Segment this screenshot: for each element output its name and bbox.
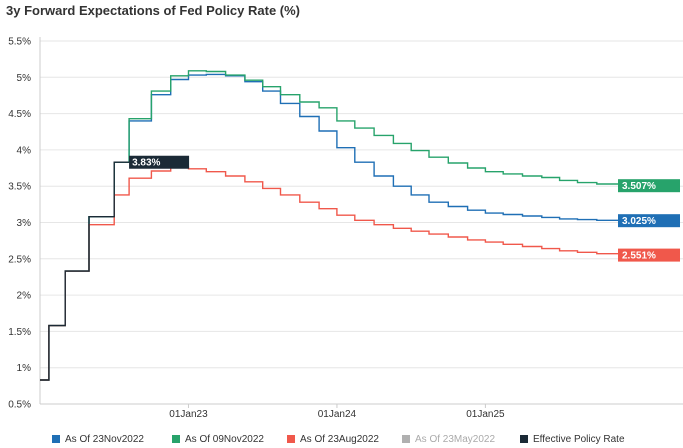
- series-lines: [40, 70, 623, 381]
- gridlines: [40, 40, 683, 405]
- end-label-bg-as-of-23aug2022: [618, 248, 680, 262]
- legend-item-as-of-23may2022[interactable]: As Of 23May2022: [402, 434, 495, 445]
- legend-label: As Of 23May2022: [415, 434, 496, 445]
- y-tick-label: 5%: [17, 73, 32, 84]
- legend: As Of 23Nov2022 As Of 09Nov2022 As Of 23Au…: [0, 432, 683, 448]
- x-tick-label: 01Jan23: [169, 409, 208, 420]
- legend-swatch: [520, 435, 528, 443]
- y-tick-label: 2%: [17, 291, 32, 302]
- legend-item-effective-policy-rate[interactable]: Effective Policy Rate: [520, 434, 625, 445]
- end-labels: 3.025% 3.507% 2.551% 3.83%: [129, 155, 680, 262]
- legend-label: Effective Policy Rate: [533, 434, 625, 445]
- legend-item-as-of-09nov2022[interactable]: As Of 09Nov2022: [172, 434, 264, 445]
- legend-label: As Of 09Nov2022: [185, 434, 264, 445]
- x-tick-label: 01Jan25: [466, 409, 505, 420]
- legend-label: As Of 23Aug2022: [300, 434, 379, 445]
- y-tick-label: 3%: [17, 218, 32, 229]
- legend-swatch: [172, 435, 180, 443]
- end-label-bg-as-of-23nov2022: [618, 214, 680, 228]
- y-tick-label: 4.5%: [8, 109, 31, 120]
- series-line-as-of-09nov2022: [40, 70, 623, 381]
- y-tick-label: 1.5%: [8, 327, 31, 338]
- legend-swatch: [52, 435, 60, 443]
- x-tick-label: 01Jan24: [318, 409, 357, 420]
- y-tick-label: 1%: [17, 363, 32, 374]
- series-line-effective-policy-rate: [40, 161, 130, 381]
- y-tick-label: 0.5%: [8, 400, 31, 411]
- axes: 0.5% 1% 1.5% 2% 2.5% 3% 3.5% 4% 4.5% 5% 5.5% 01Jan2…: [8, 37, 683, 420]
- end-label-effective-policy-rate: 3.83%: [132, 158, 160, 169]
- end-label-as-of-09nov2022: 3.507%: [622, 181, 656, 192]
- end-label-bg-effective-policy-rate: [129, 155, 190, 169]
- legend-item-as-of-23nov2022[interactable]: As Of 23Nov2022: [52, 434, 144, 445]
- legend-swatch: [287, 435, 295, 443]
- chart-title: 3y Forward Expectations of Fed Policy Ra…: [6, 3, 301, 18]
- y-tick-label: 3.5%: [8, 182, 31, 193]
- legend-item-as-of-23aug2022[interactable]: As Of 23Aug2022: [287, 434, 379, 445]
- y-tick-label: 5.5%: [8, 37, 31, 48]
- series-line-as-of-23aug2022: [40, 166, 623, 381]
- end-label-bg-as-of-09nov2022: [618, 179, 680, 193]
- line-chart: 0.5% 1% 1.5% 2% 2.5% 3% 3.5% 4% 4.5% 5% 5.5% 01Jan2…: [8, 37, 683, 420]
- legend-label: As Of 23Nov2022: [65, 434, 144, 445]
- y-tick-label: 4%: [17, 145, 32, 156]
- end-label-as-of-23aug2022: 2.551%: [622, 251, 656, 262]
- series-line-as-of-23nov2022: [40, 73, 623, 381]
- legend-swatch: [402, 435, 410, 443]
- end-label-as-of-23nov2022: 3.025%: [622, 216, 656, 227]
- y-tick-label: 2.5%: [8, 254, 31, 265]
